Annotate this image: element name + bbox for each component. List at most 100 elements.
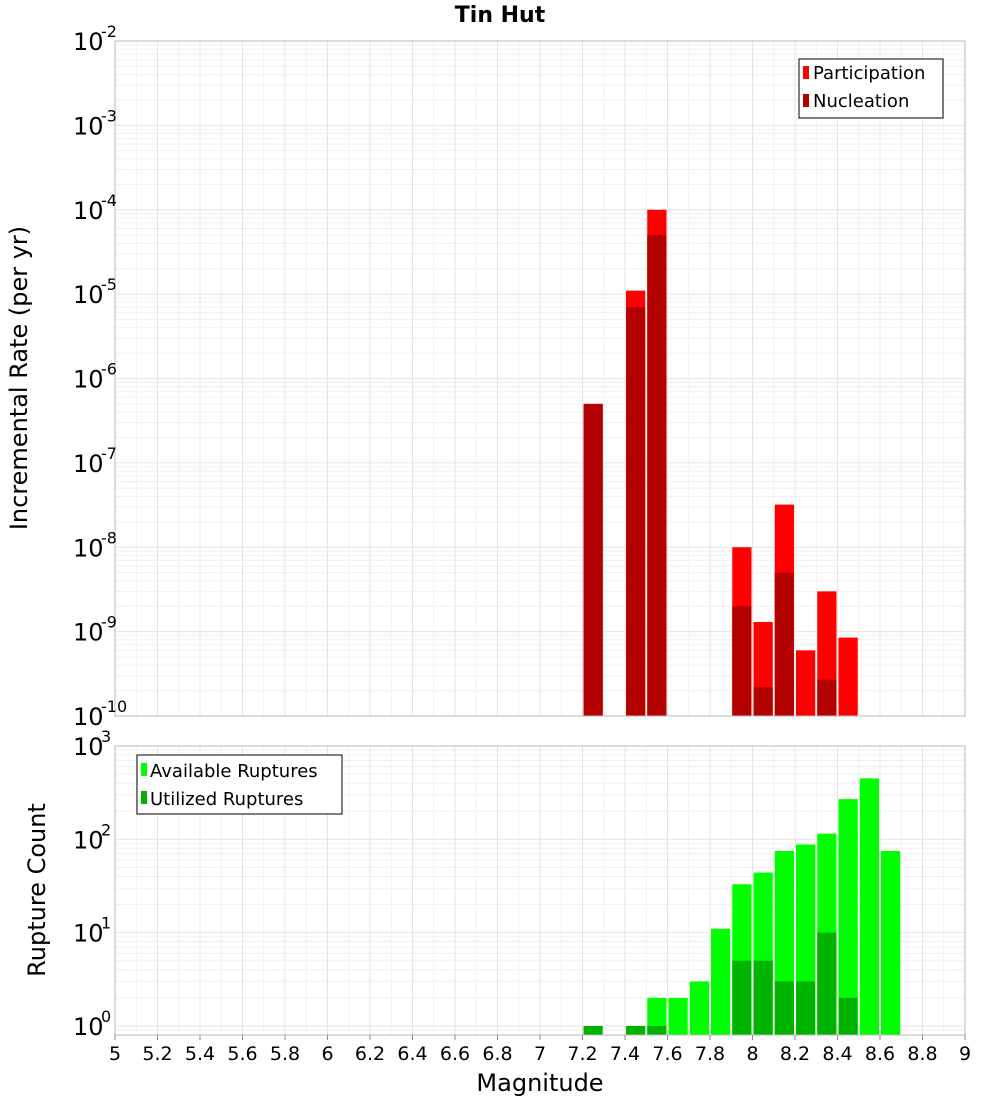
y-tick-exponent: -7 xyxy=(101,444,117,463)
y-tick-exponent: 0 xyxy=(101,1007,111,1026)
x-tick-label: 7.8 xyxy=(695,1043,725,1065)
rate-y-tick-label: 10-4 xyxy=(73,191,117,225)
rate-bar-nucleation xyxy=(732,606,752,716)
y-tick-exponent: -6 xyxy=(101,360,117,379)
rate-bar-nucleation xyxy=(817,679,837,716)
y-tick-base: 10 xyxy=(73,920,104,948)
x-tick-label: 7 xyxy=(534,1043,546,1065)
rate-y-tick-label: 10-10 xyxy=(73,697,127,731)
count-y-axis-label: Rupture Count xyxy=(23,803,51,977)
y-tick-exponent: -5 xyxy=(101,275,117,294)
y-tick-base: 10 xyxy=(73,281,104,309)
rate-bar-participation xyxy=(838,637,858,716)
count-bar-utilized-ruptures xyxy=(838,997,858,1035)
count-bar-available-ruptures xyxy=(881,850,901,1035)
y-tick-base: 10 xyxy=(73,733,104,761)
y-tick-base: 10 xyxy=(73,619,104,647)
y-tick-exponent: -3 xyxy=(101,106,117,125)
y-tick-base: 10 xyxy=(73,450,104,478)
count-bar-utilized-ruptures xyxy=(583,1025,603,1035)
y-tick-base: 10 xyxy=(73,28,104,56)
count-bar-available-ruptures xyxy=(647,997,667,1035)
count-bar-utilized-ruptures xyxy=(732,960,752,1035)
count-bar-available-ruptures xyxy=(711,928,731,1035)
x-tick-label: 6.2 xyxy=(355,1043,385,1065)
x-tick-label: 7.4 xyxy=(610,1043,640,1065)
y-tick-base: 10 xyxy=(73,112,104,140)
x-tick-label: 5.8 xyxy=(270,1043,300,1065)
count-bar-available-ruptures xyxy=(668,997,688,1035)
rate-y-axis-label: Incremental Rate (per yr) xyxy=(5,226,33,530)
y-tick-exponent: 2 xyxy=(101,820,111,839)
legend-swatch-utilized xyxy=(141,791,147,804)
x-tick-label: 8 xyxy=(746,1043,758,1065)
legend-label-utilized: Utilized Ruptures xyxy=(150,789,303,810)
x-tick-label: 9 xyxy=(959,1043,971,1065)
count-legend-box xyxy=(136,754,343,815)
rate-grid xyxy=(114,40,966,717)
count-bar-utilized-ruptures xyxy=(753,960,773,1035)
legend-label-available: Available Ruptures xyxy=(150,761,318,782)
y-tick-base: 10 xyxy=(73,826,104,854)
x-tick-label: 8.6 xyxy=(865,1043,895,1065)
x-tick-label: 6 xyxy=(321,1043,333,1065)
legend-label-participation: Participation xyxy=(813,63,925,84)
count-legend: Available Ruptures Utilized Ruptures xyxy=(136,754,343,815)
x-tick-label: 8.4 xyxy=(822,1043,852,1065)
y-tick-exponent: -2 xyxy=(101,22,117,41)
rate-bar-nucleation xyxy=(626,307,646,716)
count-bar-available-ruptures xyxy=(838,799,858,1035)
x-tick-label: 7.2 xyxy=(567,1043,597,1065)
y-tick-exponent: 3 xyxy=(101,727,111,746)
y-tick-exponent: -10 xyxy=(101,697,127,716)
count-y-tick-label: 101 xyxy=(73,914,111,948)
rate-legend-box xyxy=(798,58,944,119)
rate-bar-nucleation xyxy=(583,403,603,716)
x-ticks: 5 5.2 5.4 5.6 5.8 6 6.2 6.4 6.6 6.8 7 7.2 7.4 7.6 7.8 8… xyxy=(109,1035,971,1065)
x-tick-label: 5.2 xyxy=(142,1043,172,1065)
rate-y-tick-label: 10-8 xyxy=(73,528,117,562)
chart-title: Tin Hut xyxy=(455,3,546,28)
x-tick-label: 5.4 xyxy=(185,1043,215,1065)
rate-y-tick-label: 10-2 xyxy=(73,22,117,56)
rate-y-tick-label: 10-6 xyxy=(73,360,117,394)
count-bar-utilized-ruptures xyxy=(796,981,816,1035)
x-tick-label: 8.8 xyxy=(907,1043,937,1065)
count-y-tick-label: 102 xyxy=(73,820,111,854)
rate-bar-nucleation xyxy=(753,687,773,716)
x-tick-label: 6.4 xyxy=(397,1043,427,1065)
count-bar-utilized-ruptures xyxy=(626,1025,646,1035)
count-y-tick-label: 100 xyxy=(73,1007,111,1041)
y-tick-exponent: -4 xyxy=(101,191,117,210)
y-tick-base: 10 xyxy=(73,1013,104,1041)
rate-y-tick-label: 10-5 xyxy=(73,275,117,309)
rate-bar-nucleation xyxy=(774,572,794,716)
x-axis-label: Magnitude xyxy=(476,1069,603,1097)
rate-legend: Participation Nucleation xyxy=(798,58,944,119)
x-tick-label: 7.6 xyxy=(652,1043,682,1065)
y-tick-base: 10 xyxy=(73,197,104,225)
rate-bars xyxy=(583,209,858,716)
x-tick-label: 6.6 xyxy=(440,1043,470,1065)
x-tick-label: 8.2 xyxy=(780,1043,810,1065)
x-tick-label: 5 xyxy=(109,1043,121,1065)
legend-swatch-available xyxy=(141,763,147,776)
rate-y-tick-label: 10-3 xyxy=(73,106,117,140)
y-tick-exponent: -8 xyxy=(101,528,117,547)
x-tick-label: 5.6 xyxy=(227,1043,257,1065)
y-tick-base: 10 xyxy=(73,703,104,731)
rate-bar-participation xyxy=(796,650,816,716)
y-tick-exponent: -9 xyxy=(101,613,117,632)
count-y-tick-label: 103 xyxy=(73,727,111,761)
count-bar-available-ruptures xyxy=(859,778,879,1035)
x-tick-label: 6.8 xyxy=(482,1043,512,1065)
legend-swatch-participation xyxy=(803,66,809,79)
count-bar-utilized-ruptures xyxy=(774,981,794,1035)
rate-bar-nucleation xyxy=(647,235,667,716)
rate-plot-border xyxy=(114,40,966,717)
